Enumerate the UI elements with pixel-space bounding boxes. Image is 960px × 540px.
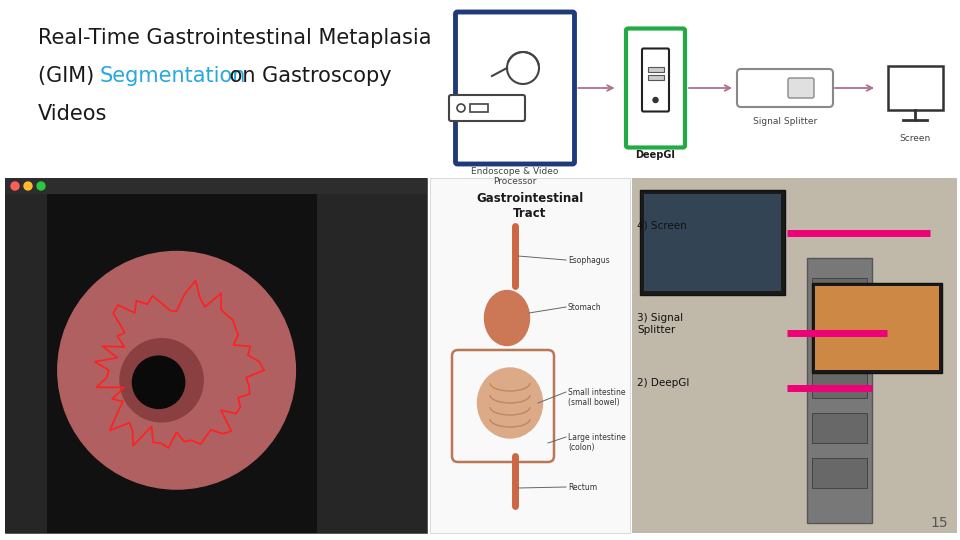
Circle shape [11,182,19,190]
Text: Rectum: Rectum [568,483,597,492]
Text: Large intestine
(colon): Large intestine (colon) [568,433,626,453]
Bar [430,178,630,533]
FancyBboxPatch shape [626,29,685,147]
Circle shape [37,182,45,190]
FancyBboxPatch shape [788,78,814,98]
FancyBboxPatch shape [887,66,943,110]
Bar [5,194,47,533]
FancyBboxPatch shape [455,12,574,164]
FancyBboxPatch shape [642,49,669,111]
Bar [470,104,488,112]
Bar [632,178,957,533]
Text: Real-Time Gastrointestinal Metaplasia: Real-Time Gastrointestinal Metaplasia [38,28,431,48]
Text: Small intestine
(small bowel): Small intestine (small bowel) [568,388,626,407]
Text: Tract: Tract [514,207,546,220]
Bar [812,283,942,373]
Bar [632,178,957,533]
Bar [807,258,872,523]
Text: 15: 15 [930,516,948,530]
Bar [647,75,663,80]
Bar [5,178,427,194]
Text: (GIM): (GIM) [38,66,101,86]
Circle shape [132,356,184,408]
Ellipse shape [485,291,530,346]
Text: on Gastroscopy: on Gastroscopy [223,66,392,86]
Bar [317,194,427,533]
Bar [647,67,663,72]
Bar [644,194,781,291]
Text: Screen: Screen [900,134,930,143]
Text: Gastrointestinal: Gastrointestinal [476,192,584,205]
Bar [812,458,867,488]
Bar [812,368,867,398]
Bar [812,413,867,443]
Text: Segmentation: Segmentation [100,66,247,86]
FancyBboxPatch shape [449,95,525,121]
Bar [640,190,785,295]
Text: 4) Screen: 4) Screen [637,220,686,230]
Circle shape [653,98,658,103]
Bar [5,178,427,533]
FancyBboxPatch shape [737,69,833,107]
Bar [812,323,867,353]
Circle shape [24,182,32,190]
Text: 2) DeepGI: 2) DeepGI [637,378,689,388]
Bar [47,194,317,533]
Text: 3) Signal
Splitter: 3) Signal Splitter [637,313,684,335]
Text: Esophagus: Esophagus [568,256,610,265]
Ellipse shape [477,368,542,438]
Text: Signal Splitter: Signal Splitter [753,117,817,126]
Circle shape [120,339,204,422]
Text: Stomach: Stomach [568,303,602,312]
Text: Endoscope & Video
Processor: Endoscope & Video Processor [471,167,559,186]
Circle shape [58,252,296,489]
Text: Videos: Videos [38,104,108,124]
Text: DeepGI: DeepGI [636,151,676,160]
Bar [815,286,939,370]
Bar [812,278,867,308]
